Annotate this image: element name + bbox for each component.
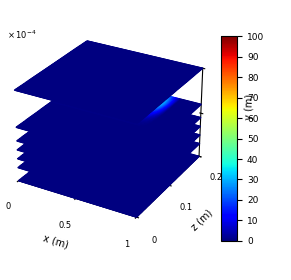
Text: $\times\,10^{-4}$: $\times\,10^{-4}$ bbox=[7, 29, 37, 41]
X-axis label: x (m): x (m) bbox=[42, 233, 70, 250]
Y-axis label: z (m): z (m) bbox=[190, 207, 215, 232]
